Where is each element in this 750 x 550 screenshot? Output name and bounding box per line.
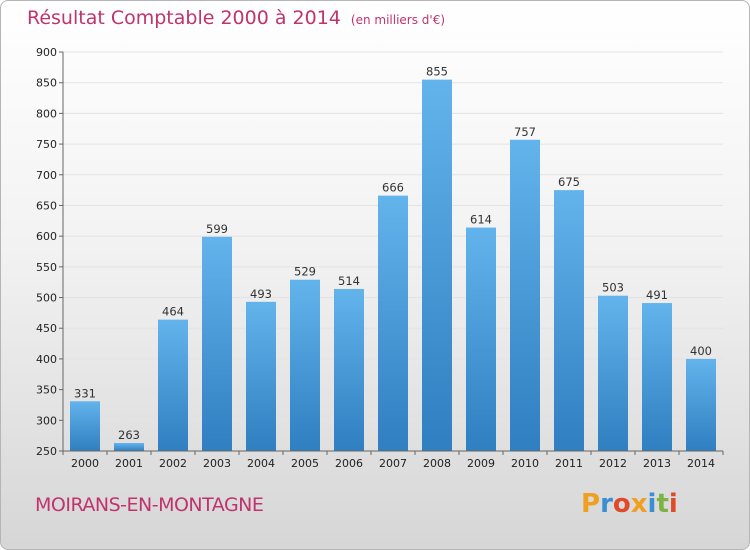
bar-2001: [114, 443, 144, 451]
x-tick-label: 2001: [115, 457, 143, 470]
bar-2014: [686, 358, 716, 451]
x-tick-label: 2006: [335, 457, 363, 470]
y-tick-label: 550: [36, 261, 57, 274]
x-tick-label: 2000: [71, 457, 99, 470]
x-tick-label: 2010: [511, 457, 539, 470]
y-tick-label: 600: [36, 230, 57, 243]
y-tick-label: 500: [36, 292, 57, 305]
bar-2006: [334, 288, 364, 451]
bar-value-label: 614: [470, 213, 492, 227]
y-axis: 250 300 350 400 450 500 550 600 650 700 750 800 850 9…: [36, 46, 64, 458]
logo-letter: t: [656, 489, 669, 519]
chart-subtitle: (en milliers d'€): [350, 13, 446, 27]
x-tick-label: 2013: [643, 457, 671, 470]
chart-title: Résultat Comptable 2000 à 2014 (en millie…: [27, 7, 445, 29]
y-tick-label: 300: [36, 414, 57, 427]
bar-value-label: 331: [74, 386, 96, 400]
x-tick-label: 2004: [247, 457, 275, 470]
chart-title-text: Résultat Comptable 2000 à 2014: [27, 7, 341, 29]
y-tick-label: 750: [36, 138, 57, 151]
bar-value-label: 263: [118, 428, 140, 442]
bar-value-label: 855: [426, 65, 448, 79]
bar-2002: [158, 319, 188, 451]
bar-2004: [246, 301, 276, 451]
proxiti-logo: Proxiti: [581, 489, 678, 519]
bar-2010: [510, 139, 540, 451]
y-tick-label: 650: [36, 199, 57, 212]
x-axis: 2000 2001 2002 2003 2004 2005 2006 2007 2008 2009…: [62, 450, 724, 470]
bar-value-label: 675: [558, 175, 580, 189]
bar-value-label: 599: [206, 222, 228, 236]
y-tick-label: 350: [36, 384, 57, 397]
logo-letter: o: [612, 489, 631, 519]
logo-letter: r: [600, 489, 613, 519]
bar-2009: [466, 227, 496, 451]
y-tick-label: 800: [36, 107, 57, 120]
bar-2008: [422, 79, 452, 451]
bar-value-label: 666: [382, 181, 404, 195]
bar-2012: [598, 295, 628, 451]
bar-value-label: 400: [690, 344, 712, 358]
bar-2005: [290, 279, 320, 451]
bar-value-label: 514: [338, 274, 360, 288]
x-tick-label: 2008: [423, 457, 451, 470]
bar-value-label: 464: [162, 305, 184, 319]
commune-name: MOIRANS-EN-MONTAGNE: [35, 494, 264, 516]
x-tick-label: 2007: [379, 457, 407, 470]
bars: 331 263 464 599 493 529 514 666 855 614 757 675 503 4…: [70, 65, 716, 451]
bar-2013: [642, 303, 672, 451]
logo-letter: P: [581, 489, 601, 519]
x-tick-label: 2002: [159, 457, 187, 470]
bar-2007: [378, 195, 408, 451]
x-tick-label: 2012: [599, 457, 627, 470]
y-tick-label: 700: [36, 169, 57, 182]
logo-letter: x: [630, 489, 648, 519]
y-tick-label: 900: [36, 46, 57, 59]
x-tick-label: 2011: [555, 457, 583, 470]
bar-2011: [554, 190, 584, 451]
y-tick-label: 250: [36, 445, 57, 458]
logo-letter: i: [647, 489, 657, 519]
bar-value-label: 529: [294, 265, 316, 279]
bar-value-label: 491: [646, 288, 668, 302]
logo-letter: i: [668, 489, 678, 519]
x-tick-label: 2009: [467, 457, 495, 470]
x-tick-label: 2014: [687, 457, 715, 470]
y-tick-label: 400: [36, 353, 57, 366]
bar-value-label: 757: [514, 125, 536, 139]
y-tick-label: 850: [36, 77, 57, 90]
bar-2000: [70, 401, 100, 451]
y-tick-label: 450: [36, 322, 57, 335]
x-tick-label: 2003: [203, 457, 231, 470]
bar-value-label: 503: [602, 281, 624, 295]
bar-value-label: 493: [250, 287, 272, 301]
x-tick-label: 2005: [291, 457, 319, 470]
bar-2003: [202, 236, 232, 451]
